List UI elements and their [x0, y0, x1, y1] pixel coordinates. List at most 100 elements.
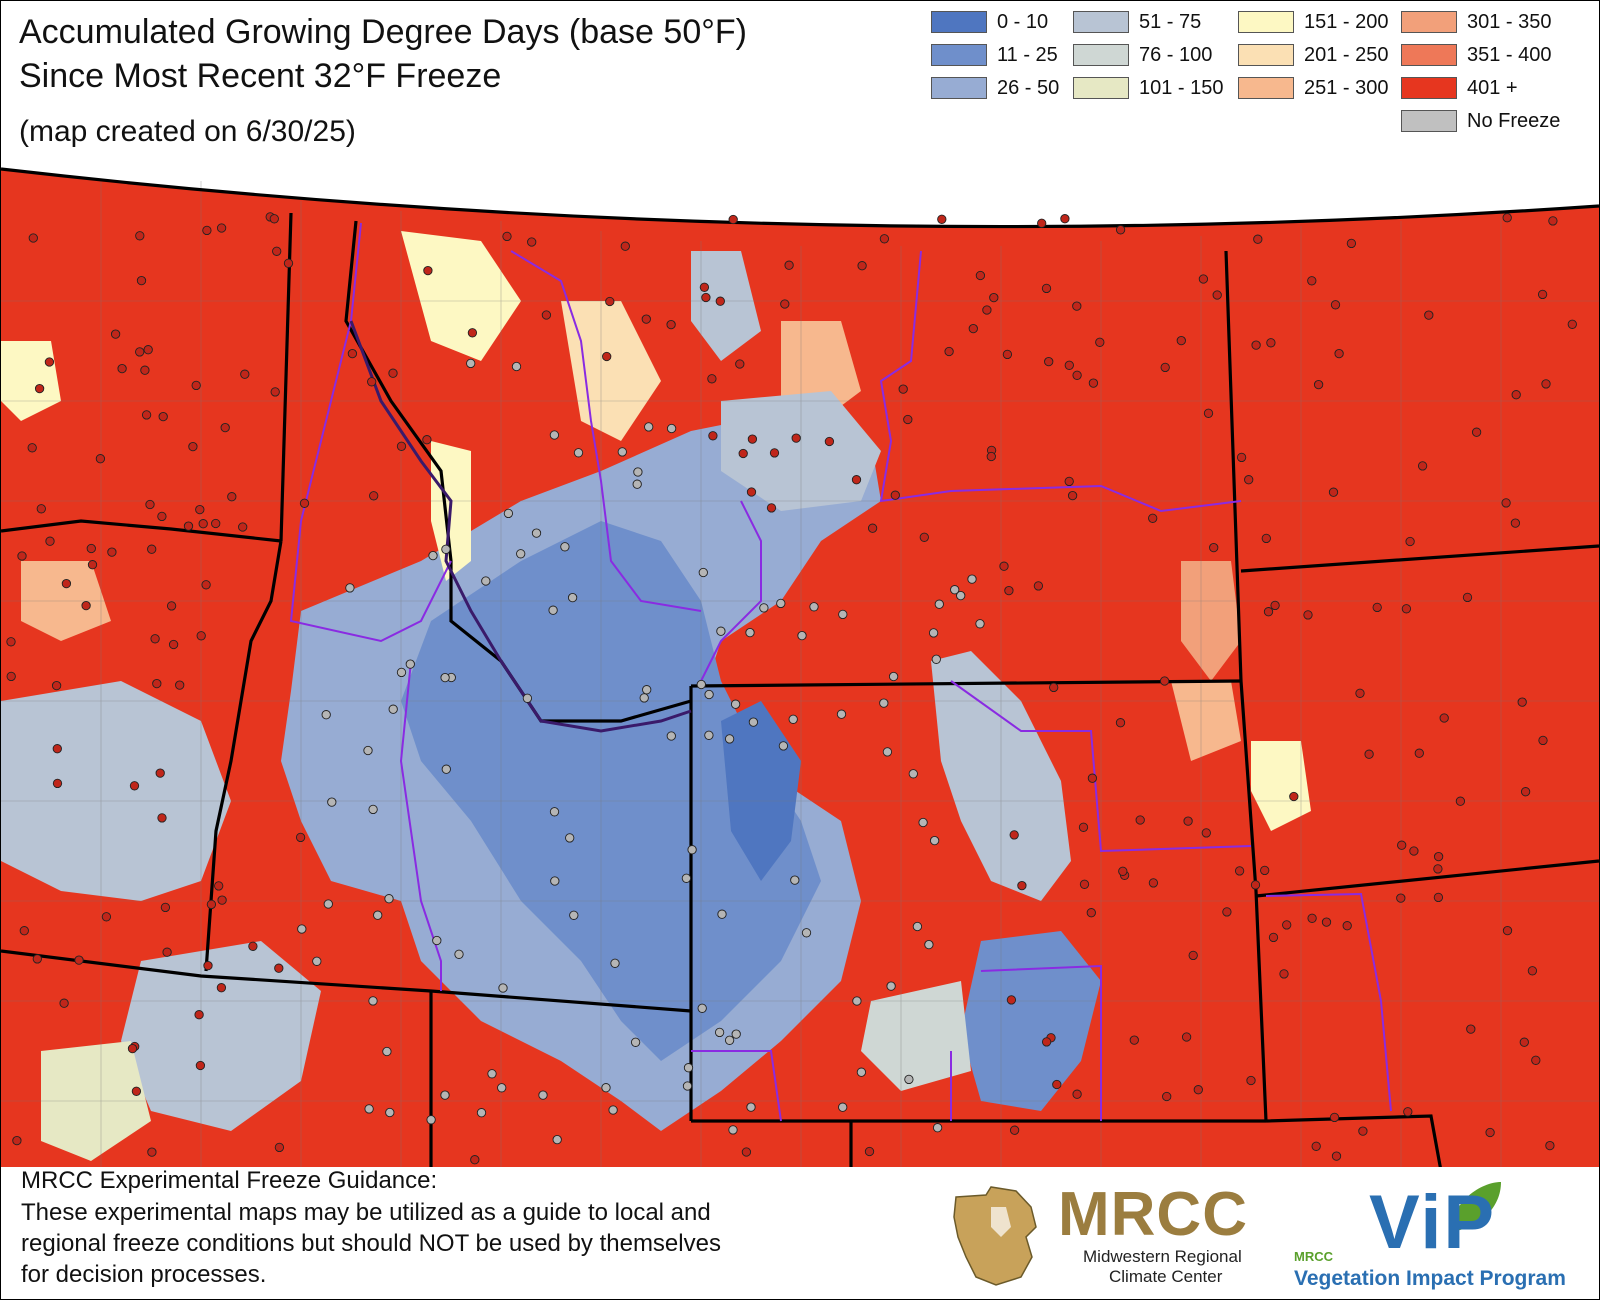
station-dot [1250, 880, 1261, 890]
station-dot [1198, 274, 1209, 284]
station-dot [632, 479, 642, 489]
station-dot [1502, 925, 1513, 936]
station-dot [724, 734, 735, 744]
station-dot [240, 369, 250, 379]
station-dot [347, 348, 358, 359]
station-dot [1403, 1107, 1413, 1117]
station-dot [1334, 348, 1344, 359]
legend-item: 301 - 350 [1401, 9, 1552, 35]
station-dot [384, 894, 394, 904]
station-dot [217, 895, 227, 905]
border-nd-mn [1240, 544, 1599, 573]
station-dot [968, 323, 978, 334]
station-dot [1222, 907, 1232, 917]
station-dot [1072, 1089, 1082, 1099]
station-dot [321, 710, 331, 720]
station-dot [440, 1090, 450, 1100]
region-montana-grey [691, 251, 761, 361]
legend-item: 26 - 50 [931, 75, 1059, 101]
legend-item: 76 - 100 [1073, 42, 1212, 68]
station-dot [1466, 1024, 1476, 1034]
station-dot [1072, 301, 1082, 311]
station-dot [950, 585, 960, 595]
station-dot [32, 954, 42, 964]
station-dot [759, 603, 769, 613]
station-dot [423, 265, 433, 276]
border-nv-ut [1, 949, 692, 1013]
station-dot [1244, 475, 1254, 485]
legend-swatch [1401, 77, 1457, 99]
station-dot [1409, 846, 1419, 856]
station-dot [396, 441, 407, 451]
station-dot [1372, 602, 1382, 613]
legend-item: 11 - 25 [931, 42, 1058, 68]
station-dot [937, 214, 947, 224]
river-line [349, 320, 692, 733]
station-dot [630, 1037, 641, 1047]
station-dot [516, 549, 526, 559]
legend-item: 401 + [1401, 75, 1518, 101]
station-dot [776, 598, 786, 609]
station-dot [1358, 1126, 1368, 1136]
station-dot [1234, 866, 1245, 876]
station-dot [363, 745, 373, 756]
station-dot [1162, 1091, 1172, 1102]
station-dot [879, 698, 889, 708]
vip-subtitle: Vegetation Impact Program [1294, 1267, 1566, 1290]
station-dot [145, 499, 155, 510]
station-dot [856, 1067, 867, 1077]
legend-swatch [1238, 77, 1294, 99]
station-dot [27, 443, 37, 453]
station-dot [1433, 892, 1444, 903]
station-dot [728, 214, 738, 225]
station-dot [681, 873, 692, 883]
station-dot [999, 561, 1009, 571]
station-dot [549, 807, 560, 817]
station-dot [791, 433, 801, 443]
legend-item: 351 - 400 [1401, 42, 1552, 68]
station-dot [698, 567, 708, 578]
station-dot [101, 912, 112, 922]
station-dot [697, 1003, 707, 1013]
station-dot [198, 519, 208, 529]
station-dot [1313, 379, 1324, 390]
border-mt-wy [690, 679, 1242, 688]
station-dot [1004, 585, 1014, 596]
region-nebraska-pale [861, 981, 971, 1091]
region-southeast-light [961, 931, 1101, 1111]
legend-label: 76 - 100 [1139, 43, 1213, 66]
station-dot [388, 368, 398, 378]
station-dot [552, 1134, 562, 1145]
station-dot [549, 430, 560, 440]
station-dot [36, 504, 46, 514]
station-dot [1331, 1151, 1342, 1161]
station-dot [211, 518, 221, 529]
station-dot [1183, 816, 1193, 826]
station-dot [1520, 787, 1531, 797]
station-dot [107, 547, 117, 557]
station-dot [1115, 718, 1126, 728]
station-dot [19, 926, 29, 936]
station-dot [1246, 1075, 1256, 1086]
station-dot [269, 214, 279, 224]
station-dot [1401, 604, 1412, 614]
station-dot [1209, 542, 1219, 553]
station-dot [227, 492, 237, 502]
station-dot [74, 955, 84, 965]
station-dot [1511, 390, 1521, 400]
station-dot [1289, 791, 1299, 802]
station-dot [1342, 921, 1352, 931]
station-dot [1433, 864, 1443, 874]
legend: 0 - 10 11 - 25 26 - 50 51 - 75 76 - 100 101 -… [931, 9, 1596, 141]
station-dot [454, 949, 464, 959]
station-dot [1261, 533, 1271, 544]
station-dot [1088, 378, 1099, 388]
station-dot [573, 448, 584, 458]
station-dot [502, 231, 512, 242]
legend-swatch [931, 77, 987, 99]
station-dot [522, 693, 533, 703]
station-dot [428, 550, 438, 561]
station-dot [879, 234, 890, 244]
station-dot [824, 436, 835, 447]
station-dot [1086, 908, 1096, 918]
